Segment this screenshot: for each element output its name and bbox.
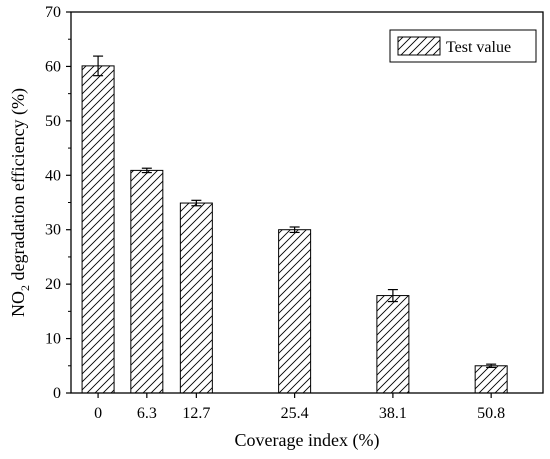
x-tick-label: 6.3 xyxy=(137,405,157,422)
error-bar-0 xyxy=(93,55,104,77)
bar-38.1 xyxy=(376,295,410,394)
y-axis-label: NO2 degradation efficiency (%) xyxy=(8,88,32,317)
y-tick-label: 40 xyxy=(45,167,61,184)
x-tick-label: 38.1 xyxy=(379,405,407,422)
y-tick-label: 60 xyxy=(45,58,61,75)
x-tick-label: 12.7 xyxy=(182,405,210,422)
error-bars-group xyxy=(93,55,497,369)
y-tick-label: 0 xyxy=(53,385,61,402)
x-axis-ticks: 0 6.3 12.7 25.4 38.1 50.8 xyxy=(94,393,505,422)
x-axis-label: Coverage index (%) xyxy=(235,430,380,451)
error-bar-6.3 xyxy=(141,167,152,174)
y-tick-label: 20 xyxy=(45,276,61,293)
y-axis-label-rest: degradation efficiency (%) xyxy=(8,88,29,285)
y-axis-ticks: 0 10 20 30 40 50 60 70 xyxy=(45,4,71,402)
error-bar-50.8 xyxy=(486,363,497,369)
y-tick-label: 10 xyxy=(45,331,61,348)
y-tick-label: 70 xyxy=(45,4,61,21)
error-bar-25.4 xyxy=(289,226,300,234)
legend-label: Test value xyxy=(446,39,511,56)
legend-swatch xyxy=(397,36,441,56)
y-axis-label-main: NO xyxy=(8,291,28,317)
x-tick-label: 0 xyxy=(94,405,102,422)
legend: Test value xyxy=(389,29,537,63)
x-tick-label: 50.8 xyxy=(477,405,505,422)
error-bar-38.1 xyxy=(387,288,398,303)
x-tick-label: 25.4 xyxy=(281,405,309,422)
bar-0 xyxy=(81,65,115,394)
error-bar-12.7 xyxy=(191,199,202,207)
y-tick-label: 50 xyxy=(45,113,61,130)
y-axis-label-subscript: 2 xyxy=(18,285,32,291)
bar-6.3 xyxy=(130,169,164,394)
bar-50.8 xyxy=(474,365,508,394)
bar-25.4 xyxy=(278,229,312,394)
bar-12.7 xyxy=(179,202,213,394)
y-tick-label: 30 xyxy=(45,222,61,239)
